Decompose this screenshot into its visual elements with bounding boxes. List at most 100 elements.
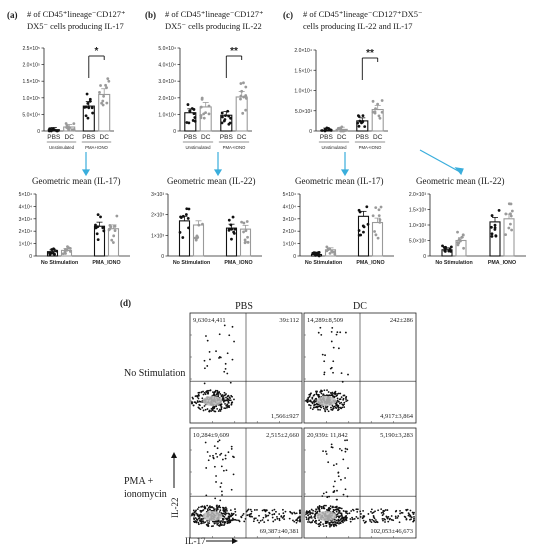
event-dot xyxy=(213,445,216,448)
event-dot xyxy=(322,394,324,397)
event-dot xyxy=(201,406,204,409)
event-dot xyxy=(228,516,231,519)
category-label: PBS xyxy=(320,134,334,141)
quadrant-lr-value: 102,053±46,673 xyxy=(370,528,413,535)
event-dot xyxy=(332,346,335,349)
event-dot xyxy=(340,449,343,452)
event-dot xyxy=(209,455,211,457)
event-dot xyxy=(343,401,346,404)
data-point xyxy=(222,119,226,123)
event-dot xyxy=(340,401,343,404)
event-dot xyxy=(342,458,345,461)
event-dot xyxy=(332,521,335,524)
event-dot xyxy=(219,486,222,488)
data-point xyxy=(199,114,203,117)
data-point xyxy=(228,121,232,125)
data-point xyxy=(239,82,243,85)
data-point xyxy=(187,207,191,211)
density-core xyxy=(202,511,223,521)
group-label: PMA+IONO xyxy=(359,145,382,150)
event-dot xyxy=(321,495,324,497)
data-point xyxy=(192,108,196,111)
event-dot xyxy=(256,509,258,511)
event-dot xyxy=(317,331,320,334)
event-dot xyxy=(222,398,225,401)
data-point xyxy=(113,229,117,232)
data-point xyxy=(510,209,514,213)
data-point xyxy=(192,112,196,116)
data-point xyxy=(105,86,108,89)
data-point xyxy=(104,83,107,87)
y-tick-label: 2.0×10⁴ xyxy=(158,96,176,102)
event-dot xyxy=(320,507,323,510)
event-dot xyxy=(322,525,325,528)
event-dot xyxy=(205,390,208,393)
event-dot xyxy=(193,401,196,404)
data-point xyxy=(68,250,72,253)
significance-marker: ** xyxy=(366,48,374,59)
data-point xyxy=(242,221,246,225)
event-dot xyxy=(210,525,213,528)
gm3-title: Geometric mean (IL-17) xyxy=(295,176,383,186)
event-dot xyxy=(353,518,356,520)
event-dot xyxy=(394,510,397,513)
quadrant-lr-value: 69,387±40,381 xyxy=(260,528,299,535)
event-dot xyxy=(345,398,347,400)
gm4-title: Geometric mean (IL-22) xyxy=(416,176,504,186)
event-dot xyxy=(241,514,244,517)
event-dot xyxy=(336,394,338,397)
event-dot xyxy=(407,512,410,515)
event-dot xyxy=(198,407,201,410)
data-point xyxy=(508,212,512,216)
data-point xyxy=(220,111,224,115)
event-dot xyxy=(259,519,262,522)
flow-row-label-nostim: No Stimulation xyxy=(124,368,185,379)
event-dot xyxy=(192,509,195,512)
event-dot xyxy=(216,508,219,511)
data-point xyxy=(186,217,190,220)
y-tick-label: 1.0×10³ xyxy=(409,223,426,229)
event-dot xyxy=(203,367,206,370)
event-dot xyxy=(317,395,320,398)
event-dot xyxy=(322,450,324,452)
panel-label-c: (c) xyxy=(283,10,293,20)
arrow-a-head xyxy=(81,169,91,177)
event-dot xyxy=(314,519,317,522)
event-dot xyxy=(198,394,200,397)
data-point xyxy=(357,233,361,237)
event-dot xyxy=(216,408,219,410)
y-tick-label: 2×10⁴ xyxy=(19,229,32,235)
data-point xyxy=(490,235,494,238)
event-dot xyxy=(335,498,338,501)
event-dot xyxy=(308,403,311,406)
bar xyxy=(178,220,191,257)
data-point xyxy=(371,214,375,218)
event-dot xyxy=(249,508,252,511)
event-dot xyxy=(220,465,223,468)
event-dot xyxy=(333,480,336,483)
data-point xyxy=(325,245,329,249)
data-point xyxy=(107,79,111,83)
event-dot xyxy=(344,477,347,479)
event-dot xyxy=(312,519,315,522)
significance-marker: ** xyxy=(230,46,238,57)
event-dot xyxy=(337,408,340,411)
data-point xyxy=(459,239,462,243)
data-point xyxy=(207,112,211,116)
data-point xyxy=(86,101,90,105)
event-dot xyxy=(361,517,364,520)
data-point xyxy=(233,227,237,231)
event-dot xyxy=(413,515,415,518)
data-point xyxy=(87,106,91,110)
event-dot xyxy=(200,522,202,525)
chart-gm3: 0 1×10⁴ 2×10⁴ 3×10⁴ 4×10⁴ 5×10⁴ No Stimulation… xyxy=(283,192,394,266)
event-dot xyxy=(276,517,279,520)
event-dot xyxy=(396,516,399,519)
group-label: No Stimulation xyxy=(41,260,78,266)
data-point xyxy=(231,215,235,219)
data-point xyxy=(494,234,498,238)
data-point xyxy=(244,94,248,97)
data-point xyxy=(86,116,90,120)
event-dot xyxy=(381,517,384,520)
data-point xyxy=(456,230,459,234)
